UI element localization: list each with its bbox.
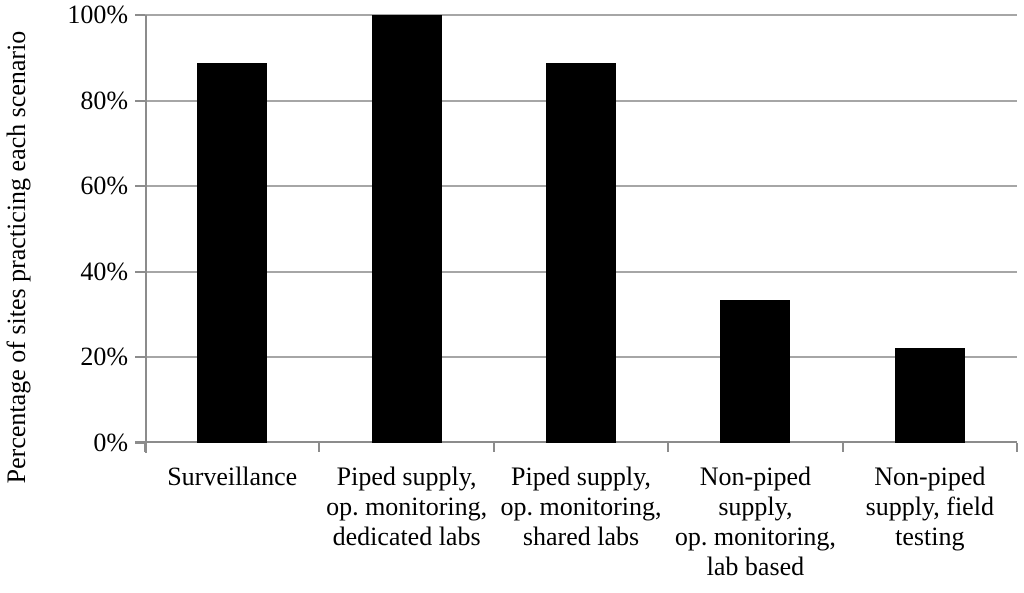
x-axis-tick — [1016, 443, 1018, 452]
x-tick-label: Non-piped supply, op. monitoring, lab based — [674, 462, 836, 581]
y-axis-line — [145, 15, 147, 453]
x-axis-tick — [492, 443, 495, 452]
bar-3 — [546, 62, 616, 443]
y-tick-label: 40% — [80, 256, 128, 286]
y-tick-label: 0% — [93, 428, 128, 457]
y-axis-tick — [135, 442, 145, 444]
x-tick-label: Piped supply, op. monitoring, dedicated la… — [326, 462, 488, 551]
x-tick-label: Surveillance — [167, 462, 298, 491]
bar-1 — [197, 62, 268, 443]
y-axis-tick — [135, 356, 145, 359]
y-tick-label: 20% — [80, 342, 128, 372]
x-tick-label: Piped supply, op. monitoring, shared labs — [500, 462, 662, 551]
y-axis-tick — [135, 185, 145, 188]
y-tick-label: 60% — [80, 171, 128, 201]
y-tick-label: 80% — [80, 85, 128, 115]
bar-2 — [371, 15, 442, 443]
x-axis-tick — [144, 443, 146, 452]
plot-area — [135, 14, 1018, 453]
bar-5 — [894, 347, 965, 443]
x-axis-tick — [318, 443, 321, 452]
y-axis-tick — [135, 270, 145, 273]
y-axis-tick — [135, 14, 145, 16]
bar-4 — [720, 300, 791, 443]
y-axis-tick — [135, 99, 145, 102]
x-axis-tick — [667, 443, 670, 452]
y-tick-label: 100% — [67, 0, 128, 29]
x-axis-tick — [841, 443, 844, 452]
x-tick-label: Non-piped supply, field testing — [865, 462, 994, 551]
gridline — [145, 14, 1017, 16]
